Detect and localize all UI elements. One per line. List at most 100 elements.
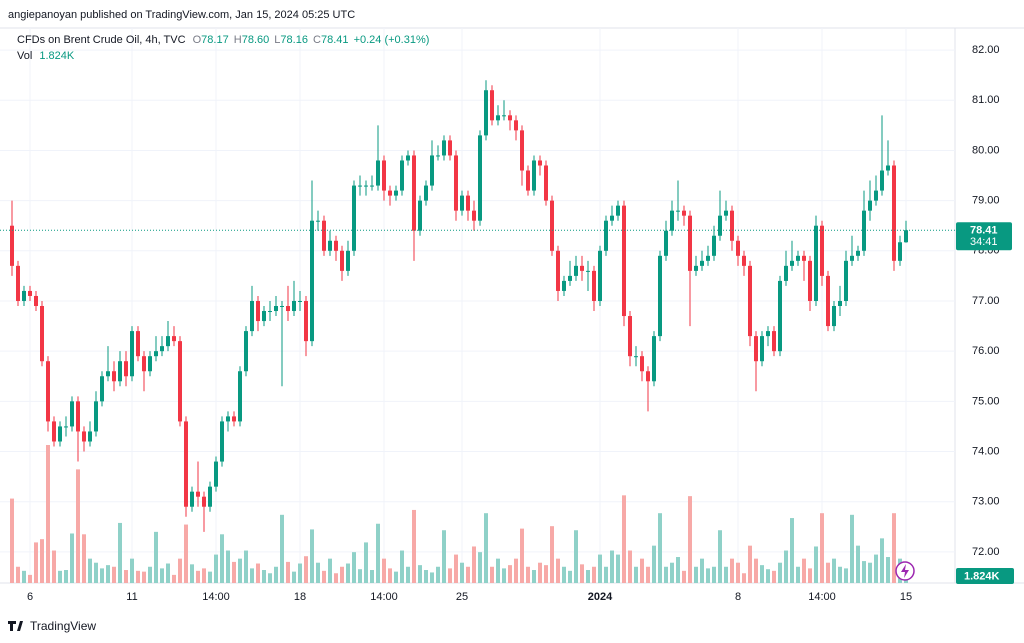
volume-bar	[706, 568, 710, 583]
candle-body	[262, 311, 266, 322]
volume-bar	[892, 513, 896, 583]
candle-body	[640, 356, 644, 372]
candle-body	[646, 371, 650, 382]
candle-body	[532, 160, 536, 191]
candle-body	[832, 306, 836, 327]
candle-body	[880, 170, 884, 191]
candle-body	[376, 160, 380, 186]
volume-bar	[586, 570, 590, 583]
volume-bar	[244, 550, 248, 583]
footer-brand: TradingView	[30, 619, 96, 633]
y-tick-label: 77.00	[972, 295, 1000, 307]
volume-bar	[298, 563, 302, 583]
candle-body	[142, 356, 146, 372]
candle-body	[598, 250, 602, 301]
volume-bar	[304, 556, 308, 583]
volume-bar	[184, 524, 188, 583]
volume-bar	[388, 568, 392, 583]
volume-bar	[592, 566, 596, 583]
volume-bar	[94, 562, 98, 583]
candle-body	[196, 491, 200, 497]
candle-body	[706, 255, 710, 261]
volume-bar	[760, 565, 764, 583]
o-value: 78.17	[201, 34, 229, 46]
y-tick-label: 81.00	[972, 94, 1000, 106]
volume-bar	[664, 566, 668, 583]
volume-bar	[562, 566, 566, 583]
candle-body	[736, 240, 740, 256]
candle-body	[754, 336, 758, 362]
candle-body	[382, 160, 386, 191]
candle-body	[34, 295, 38, 307]
volume-bar	[580, 564, 584, 583]
volume-bar	[130, 558, 134, 583]
candle-body	[694, 265, 698, 271]
candle-body	[322, 220, 326, 251]
candle-body	[820, 225, 824, 276]
candle-body	[460, 195, 464, 211]
volume-bar	[328, 558, 332, 583]
candle-body	[562, 280, 566, 291]
volume-bar	[406, 566, 410, 583]
candle-body	[550, 200, 554, 251]
volume-bar	[826, 562, 830, 583]
volume-bar	[532, 570, 536, 583]
y-tick-label: 82.00	[972, 44, 1000, 56]
candle-body	[658, 255, 662, 337]
volume-bar	[676, 557, 680, 583]
volume-bar	[196, 570, 200, 583]
volume-bar	[106, 565, 110, 583]
candle-body	[874, 190, 878, 201]
volume-bar	[208, 571, 212, 583]
price-badge-bg	[956, 222, 1012, 251]
candle-body	[760, 336, 764, 362]
x-tick-label: 6	[27, 591, 33, 603]
volume-bar	[292, 571, 296, 583]
candle-body	[136, 331, 140, 357]
volume-bar	[484, 513, 488, 583]
volume-bar	[604, 566, 608, 583]
volume-bar	[88, 558, 92, 583]
candle-body	[508, 115, 512, 121]
candle-body	[286, 306, 290, 312]
volume-bar	[52, 550, 56, 583]
candle-body	[898, 242, 902, 261]
candle-body	[202, 496, 206, 507]
volume-bar	[616, 554, 620, 583]
x-tick-label: 15	[900, 591, 912, 603]
volume-bar	[550, 526, 554, 583]
candle-body	[808, 260, 812, 301]
candle-body	[892, 165, 896, 261]
candle-body	[118, 361, 122, 382]
volume-bar	[46, 445, 50, 583]
candle-body	[748, 265, 752, 337]
candle-body	[622, 205, 626, 317]
candle-body	[394, 190, 398, 196]
x-tick-label: 8	[735, 591, 741, 603]
volume-bar	[838, 566, 842, 583]
candle-body	[184, 421, 188, 507]
candle-body	[652, 336, 656, 382]
volume-bar	[394, 571, 398, 583]
candle-body	[802, 255, 806, 261]
candle-body	[346, 250, 350, 271]
volume-bar	[490, 566, 494, 583]
volume-bar	[538, 562, 542, 583]
volume-bar	[796, 566, 800, 583]
volume-bar	[238, 558, 242, 583]
volume-bar	[202, 568, 206, 583]
volume-bar	[808, 568, 812, 583]
candle-body	[166, 336, 170, 347]
candle-body	[670, 210, 674, 231]
volume-bar	[424, 570, 428, 583]
candle-body	[814, 225, 818, 301]
candle-body	[220, 421, 224, 462]
candle-body	[10, 225, 14, 266]
volume-bar	[448, 568, 452, 583]
volume-bar	[466, 566, 470, 583]
volume-bar	[544, 565, 548, 583]
volume-bar	[262, 570, 266, 583]
candle-body	[154, 351, 158, 357]
candle-body	[784, 265, 788, 281]
candle-body	[772, 331, 776, 352]
